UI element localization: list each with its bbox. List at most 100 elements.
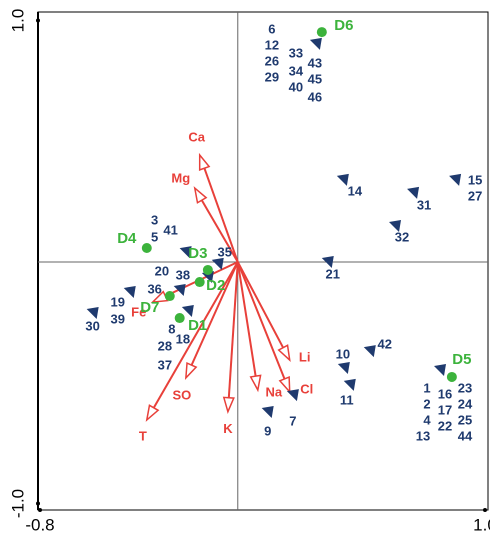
species-label: 42 (378, 337, 392, 352)
species-label: 18 (176, 331, 190, 346)
variable-label: Na (265, 384, 282, 399)
species-label: 33 (289, 45, 303, 60)
species-label: 19 (111, 294, 125, 309)
species-label: 13 (416, 428, 430, 443)
arrow-shaft (236, 261, 285, 349)
species-marker (181, 305, 194, 318)
site-point (174, 313, 185, 324)
species-label: 35 (218, 244, 232, 259)
site-point (202, 264, 213, 275)
species-label: 26 (265, 53, 279, 68)
species-marker (86, 306, 99, 319)
x-tick-label: -0.8 (25, 515, 54, 534)
species-label: 16 (438, 386, 452, 401)
species-label: 43 (308, 55, 322, 70)
variable-label: T (139, 428, 147, 443)
arrow-shaft (227, 261, 239, 398)
arrow-head (145, 404, 160, 422)
species-label: 5 (151, 230, 158, 245)
variable-label: Li (299, 349, 311, 364)
site-point (141, 242, 152, 253)
species-marker (336, 173, 349, 186)
species-label: 38 (176, 267, 190, 282)
site-point (164, 291, 175, 302)
species-label: 10 (336, 346, 350, 361)
x-tick (38, 508, 42, 512)
variable-label: Cl (300, 381, 313, 396)
site-point (316, 27, 327, 38)
site-point (446, 371, 457, 382)
species-label: 32 (395, 229, 409, 244)
x-tick (483, 508, 487, 512)
x-tick-label: 1.0 (473, 515, 490, 534)
variable-label: SO (172, 387, 191, 402)
species-label: 34 (289, 63, 304, 78)
arrow-head (193, 186, 208, 204)
species-marker (309, 37, 322, 50)
variable-label: Fe (131, 305, 146, 320)
arrow-head (249, 374, 262, 393)
site-label: D4 (117, 230, 137, 247)
species-marker (261, 405, 274, 418)
species-label: 24 (458, 396, 473, 411)
species-label: 27 (468, 188, 482, 203)
arrow-head (222, 396, 235, 414)
variable-label: K (223, 421, 233, 436)
arrow-head (277, 344, 291, 363)
arrow-shaft (190, 261, 239, 366)
y-tick-label: -1.0 (8, 489, 27, 518)
species-marker (337, 362, 350, 375)
species-marker (179, 246, 192, 259)
species-marker (363, 345, 376, 358)
species-label: 20 (155, 263, 169, 278)
species-label: 17 (438, 402, 452, 417)
species-label: 15 (468, 172, 482, 187)
species-label: 1 (423, 380, 430, 395)
arrow-shaft (203, 167, 239, 263)
site-label: D5 (452, 351, 471, 368)
arrow-shaft (236, 261, 257, 377)
variable-label: Mg (171, 171, 190, 186)
y-tick-label: 1.0 (8, 9, 27, 33)
species-label: 23 (458, 380, 472, 395)
species-label: 3 (151, 213, 158, 228)
variable-label: Ca (188, 129, 205, 144)
arrow-head (278, 375, 291, 394)
species-label: 30 (85, 318, 99, 333)
species-label: 21 (326, 266, 340, 281)
site-label: D3 (188, 245, 207, 262)
species-label: 29 (265, 69, 279, 84)
species-label: 39 (111, 311, 125, 326)
species-marker (343, 378, 356, 391)
species-label: 22 (438, 418, 452, 433)
species-label: 2 (423, 396, 430, 411)
species-marker (321, 256, 334, 268)
arrow-shaft (152, 261, 239, 409)
site-label: D7 (140, 299, 159, 316)
species-label: 9 (264, 423, 271, 438)
species-marker (286, 389, 299, 402)
species-label: 28 (158, 338, 172, 353)
arrow-shaft (200, 199, 239, 263)
arrow-head (184, 361, 198, 380)
species-marker (389, 220, 402, 233)
species-marker (434, 363, 447, 376)
y-tick (36, 501, 40, 506)
species-label: 4 (423, 412, 431, 427)
site-label: D6 (334, 17, 353, 34)
arrow-head (198, 152, 211, 171)
arrow-shaft (236, 261, 286, 380)
species-marker (449, 173, 462, 186)
species-label: 6 (268, 21, 275, 36)
species-label: 14 (348, 183, 363, 198)
species-label: 8 (168, 321, 175, 336)
species-label: 25 (458, 412, 472, 427)
species-label: 46 (308, 89, 322, 104)
species-label: 31 (417, 197, 431, 212)
site-label: D2 (206, 277, 225, 294)
species-label: 41 (163, 223, 177, 238)
species-label: 11 (340, 392, 354, 407)
species-marker (407, 186, 420, 199)
y-tick (36, 18, 40, 23)
